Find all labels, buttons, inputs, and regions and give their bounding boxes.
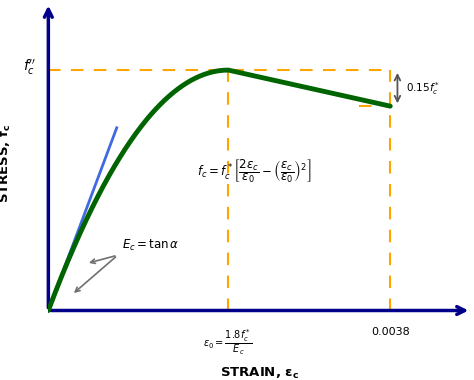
Text: $E_c = \tan\alpha$: $E_c = \tan\alpha$ — [122, 238, 180, 253]
Text: $f_c = f_c^*\left[\dfrac{2\varepsilon_c}{\varepsilon_0} - \left(\dfrac{\varepsil: $f_c = f_c^*\left[\dfrac{2\varepsilon_c}… — [197, 157, 311, 185]
Text: $0.15f_c^*$: $0.15f_c^*$ — [406, 80, 441, 97]
Text: $f_c''$: $f_c''$ — [23, 58, 36, 77]
Text: $\mathbf{STRAIN,}$$\,\mathbf{\varepsilon_c}$: $\mathbf{STRAIN,}$$\,\mathbf{\varepsilon… — [220, 366, 300, 380]
Text: $\varepsilon_0 = \dfrac{1.8f_c^*}{E_c}$: $\varepsilon_0 = \dfrac{1.8f_c^*}{E_c}$ — [203, 327, 253, 357]
Text: $\mathbf{STRESS,}$$\,\mathbf{f_c}$: $\mathbf{STRESS,}$$\,\mathbf{f_c}$ — [0, 123, 13, 203]
Text: 0.0038: 0.0038 — [371, 327, 410, 337]
